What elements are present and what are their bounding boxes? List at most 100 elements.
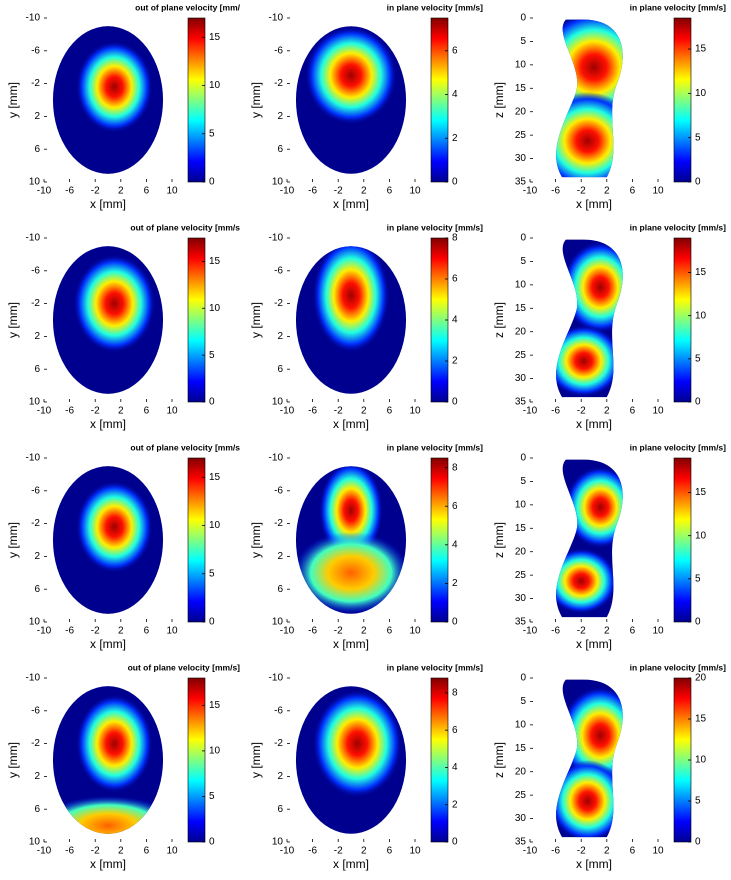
x-tick-label: -6 bbox=[308, 846, 317, 857]
y-tick-label: 2 bbox=[277, 331, 283, 342]
y-tick-label: -2 bbox=[31, 298, 40, 309]
velocity-blob bbox=[312, 689, 403, 798]
x-tick-label: 10 bbox=[409, 406, 421, 417]
heatmap-field bbox=[52, 466, 164, 614]
x-tick-label: 6 bbox=[387, 406, 393, 417]
x-axis-label: x [mm] bbox=[333, 637, 369, 651]
y-tick-label: 30 bbox=[515, 153, 527, 164]
y-tick-label: 5 bbox=[520, 476, 526, 487]
y-tick-label: 0 bbox=[520, 233, 526, 244]
colorbar-tick-label: 8 bbox=[452, 688, 458, 699]
colorbar-title: in plane velocity [mm/s] bbox=[630, 2, 727, 12]
y-tick-label: 10 bbox=[29, 617, 41, 628]
y-tick-label: -2 bbox=[274, 298, 283, 309]
y-tick-label: -6 bbox=[274, 485, 283, 496]
x-tick-label: 6 bbox=[630, 186, 636, 197]
colorbar-tick-label: 10 bbox=[209, 520, 221, 531]
x-axis-label: x [mm] bbox=[90, 857, 126, 871]
x-tick-label: -2 bbox=[334, 186, 343, 197]
y-tick-label: 10 bbox=[29, 397, 41, 408]
x-tick-label: -10 bbox=[37, 846, 52, 857]
y-tick-label: -2 bbox=[31, 738, 40, 749]
velocity-blob bbox=[76, 694, 153, 793]
y-tick-label: 6 bbox=[277, 804, 283, 815]
y-tick-label: 30 bbox=[515, 813, 527, 824]
x-tick-label: -6 bbox=[65, 406, 74, 417]
colorbar-tick-label: 15 bbox=[695, 44, 707, 55]
x-tick-label: 2 bbox=[118, 626, 124, 637]
y-tick-label: 25 bbox=[515, 350, 527, 361]
y-tick-label: 20 bbox=[515, 766, 527, 777]
velocity-blob bbox=[556, 548, 618, 614]
y-tick-label: 10 bbox=[272, 837, 284, 848]
x-tick-label: -2 bbox=[577, 186, 586, 197]
colorbar-tick-label: 15 bbox=[695, 714, 707, 725]
y-tick-label: 6 bbox=[277, 584, 283, 595]
x-tick-label: 10 bbox=[652, 186, 664, 197]
x-axis-label: x [mm] bbox=[90, 637, 126, 651]
x-tick-label: 10 bbox=[166, 406, 178, 417]
y-tick-label: 15 bbox=[515, 743, 527, 754]
velocity-blob bbox=[76, 40, 153, 133]
y-axis-label: z [mm] bbox=[492, 82, 506, 118]
y-tick-label: 6 bbox=[34, 804, 40, 815]
x-tick-label: 10 bbox=[652, 626, 664, 637]
x-tick-label: -6 bbox=[65, 846, 74, 857]
heatmap-field bbox=[52, 686, 164, 834]
colorbar-title: in plane velocity [mm/s] bbox=[630, 442, 727, 452]
x-axis-label: x [mm] bbox=[576, 417, 612, 431]
x-tick-label: 10 bbox=[166, 626, 178, 637]
x-tick-label: -10 bbox=[523, 846, 538, 857]
x-tick-label: 10 bbox=[652, 846, 664, 857]
x-tick-label: 6 bbox=[387, 846, 393, 857]
y-tick-label: 5 bbox=[520, 36, 526, 47]
x-axis-label: x [mm] bbox=[576, 637, 612, 651]
y-tick-label: 15 bbox=[515, 83, 527, 94]
x-tick-label: 2 bbox=[361, 186, 367, 197]
x-tick-label: -6 bbox=[551, 406, 560, 417]
x-tick-label: 2 bbox=[118, 846, 124, 857]
x-tick-label: 2 bbox=[604, 626, 610, 637]
colorbar-tick-label: 0 bbox=[209, 617, 215, 628]
colorbar-tick-label: 8 bbox=[452, 462, 458, 473]
y-tick-label: 6 bbox=[277, 364, 283, 375]
colorbar-tick-label: 4 bbox=[452, 315, 458, 326]
velocity-blob bbox=[562, 241, 623, 334]
y-axis-label: y [mm] bbox=[249, 82, 263, 118]
x-tick-label: -10 bbox=[37, 186, 52, 197]
colorbar bbox=[430, 677, 449, 843]
y-axis-label: y [mm] bbox=[6, 82, 20, 118]
x-tick-label: -2 bbox=[91, 846, 100, 857]
colorbar-tick-label: 6 bbox=[452, 274, 458, 285]
x-tick-label: 2 bbox=[361, 406, 367, 417]
y-tick-label: 0 bbox=[520, 13, 526, 24]
y-tick-label: 35 bbox=[515, 177, 527, 188]
velocity-blob bbox=[76, 480, 153, 573]
y-tick-label: 0 bbox=[520, 453, 526, 464]
y-tick-label: 2 bbox=[34, 111, 40, 122]
y-axis-label: y [mm] bbox=[6, 522, 20, 558]
colorbar-tick-label: 15 bbox=[209, 256, 221, 267]
colorbar-title: in plane velocity [mm/s] bbox=[630, 662, 727, 672]
x-axis-label: x [mm] bbox=[333, 857, 369, 871]
colorbar-title: in plane velocity [mm/s] bbox=[630, 222, 727, 232]
y-tick-label: 35 bbox=[515, 617, 527, 628]
y-tick-label: 25 bbox=[515, 130, 527, 141]
colorbar-tick-label: 2 bbox=[452, 799, 458, 810]
y-tick-label: 6 bbox=[277, 144, 283, 155]
y-tick-label: 30 bbox=[515, 373, 527, 384]
x-tick-label: 6 bbox=[387, 626, 393, 637]
colorbar bbox=[673, 237, 692, 403]
colorbar-tick-label: 15 bbox=[209, 32, 221, 43]
colorbar-tick-label: 10 bbox=[695, 88, 707, 99]
x-tick-label: 10 bbox=[409, 846, 421, 857]
x-tick-label: -6 bbox=[308, 626, 317, 637]
x-tick-label: 2 bbox=[604, 846, 610, 857]
colorbar-tick-label: 0 bbox=[695, 617, 701, 628]
colorbar-title: out of plane velocity [mm/s bbox=[130, 222, 240, 232]
y-axis-label: y [mm] bbox=[249, 302, 263, 338]
y-tick-label: -6 bbox=[31, 485, 40, 496]
colorbar-title: in plane velocity [mm/s] bbox=[387, 2, 484, 12]
y-tick-label: 10 bbox=[29, 837, 41, 848]
y-tick-label: 2 bbox=[277, 771, 283, 782]
